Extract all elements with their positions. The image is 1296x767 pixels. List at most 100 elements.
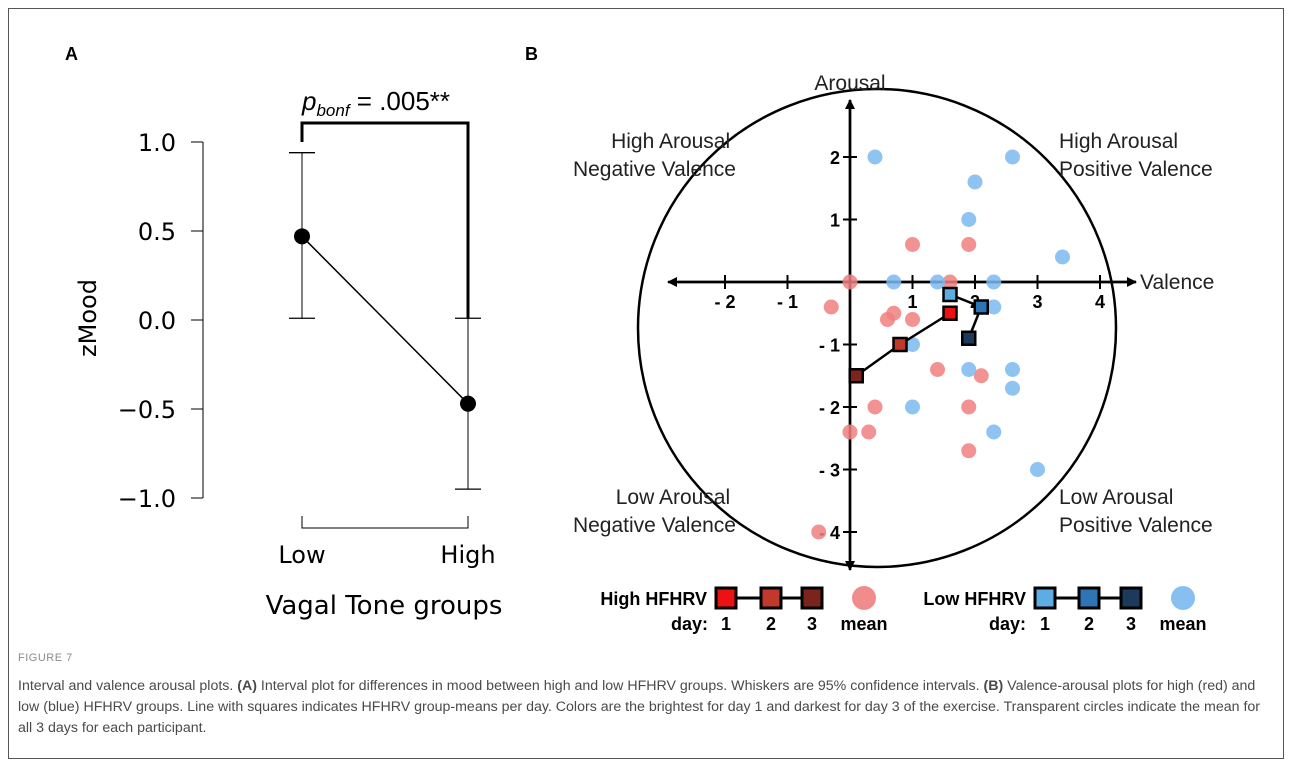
y-tick-label: −1.0 <box>118 485 176 513</box>
valence-tick-label: - 2 <box>714 292 735 312</box>
high-hfhrv-day-1-square <box>942 305 958 321</box>
arousal-tick-label: - 2 <box>819 398 840 418</box>
high-hfhrv-legend-day-2-label: 2 <box>766 614 776 634</box>
legend-high-swatches: 1 2 3 <box>714 586 876 634</box>
low-hfhrv-legend-mean-swatch <box>1171 586 1195 610</box>
legend-high-day-label: day: <box>671 614 708 634</box>
high-hfhrv-participant-point <box>823 299 839 315</box>
x-axis-label: Vagal Tone groups <box>266 591 503 621</box>
high-hfhrv-legend-day-3-swatch <box>800 586 824 610</box>
high-hfhrv-participant-point <box>842 274 858 290</box>
high-hfhrv-legend-day-1-label: 1 <box>721 614 731 634</box>
x-tick-label: Low <box>278 541 325 569</box>
high-hfhrv-legend-day-2-swatch <box>759 586 783 610</box>
high-hfhrv-legend-day-1-swatch <box>714 586 738 610</box>
low-hfhrv-legend-day-2-label: 2 <box>1084 614 1094 634</box>
low-hfhrv-participant-point <box>986 274 1002 290</box>
group-means-per-day <box>848 286 989 384</box>
low-hfhrv-participant-point <box>867 149 883 165</box>
low-hfhrv-day-2-square <box>973 299 989 315</box>
caption-text: Interval and valence arousal plots. (A) … <box>18 678 1261 736</box>
valence-tick-label: 3 <box>1032 292 1042 312</box>
low-hfhrv-participant-point <box>905 337 920 352</box>
valence-arousal-circle <box>636 87 1118 569</box>
low-hfhrv-legend-day-1-label: 1 <box>1040 614 1050 634</box>
significance-bracket <box>300 121 470 318</box>
high-hfhrv-participant-point <box>886 305 902 321</box>
high-hfhrv-participant-point <box>842 424 858 440</box>
y-tick-label: 0.5 <box>138 218 176 246</box>
figure-frame <box>8 8 1284 759</box>
panel-b: B Valence Arousal - 2- 1123421- 1- 2- 3-… <box>525 44 1214 634</box>
quadrant-label-bottom-right: Low Arousal Positive Valence <box>1059 486 1213 537</box>
low-hfhrv-participant-point <box>905 399 920 415</box>
group-mean-point <box>460 395 476 412</box>
legend-low-swatches: 1 2 3 <box>1033 586 1195 634</box>
legend-low-day-label: day: <box>989 614 1026 634</box>
low-hfhrv-participant-point <box>961 212 977 227</box>
arousal-tick-label: 2 <box>830 148 840 168</box>
high-hfhrv-participant-point <box>961 443 977 459</box>
low-hfhrv-participant-point <box>930 274 945 290</box>
high-hfhrv-participant-point <box>905 312 920 327</box>
legend-high-mean-label: mean <box>840 614 887 634</box>
low-hfhrv-day-3-square <box>961 330 977 346</box>
high-hfhrv-participant-point <box>973 368 989 384</box>
x-axis-bracket <box>301 516 469 529</box>
y-tick-label: −0.5 <box>118 396 176 424</box>
high-hfhrv-participant-point <box>905 237 920 252</box>
participant-means <box>811 149 1070 540</box>
low-hfhrv-legend-day-3-label: 3 <box>1126 614 1136 634</box>
panel-a: A pbonf = .005** 1.0 0.5 0.0 −0.5 −1.0 Low Hi… <box>65 44 502 621</box>
valence-axis-label: Valence <box>1140 271 1214 294</box>
valence-tick-label: - 1 <box>777 292 798 312</box>
high-hfhrv-day-3-square <box>848 368 864 384</box>
high-hfhrv-participant-point <box>861 424 877 440</box>
high-hfhrv-day-2-square <box>892 336 908 353</box>
low-hfhrv-legend-day-2-swatch <box>1077 586 1101 610</box>
low-hfhrv-legend-day-1-swatch <box>1033 586 1057 610</box>
group-mean-point <box>294 228 310 245</box>
y-axis-label: zMood <box>74 279 102 357</box>
figure-canvas: A pbonf = .005** 1.0 0.5 0.0 −0.5 −1.0 Low Hi… <box>65 44 1214 634</box>
figure-caption: FIGURE 7 Interval and valence arousal pl… <box>18 652 1268 739</box>
low-hfhrv-participant-point <box>1005 362 1020 377</box>
quadrant-label-bottom-left: Low Arousal Negative Valence <box>573 486 736 537</box>
low-hfhrv-participant-point <box>1030 462 1045 477</box>
figure-label: FIGURE 7 <box>18 652 73 664</box>
legend-low-label: Low HFHRV <box>923 589 1026 609</box>
arousal-axis-label: Arousal <box>814 72 885 95</box>
high-hfhrv-participant-point <box>961 399 977 415</box>
arousal-tick-label: - 1 <box>819 336 840 356</box>
valence-tick-label: 4 <box>1095 292 1105 312</box>
high-hfhrv-legend-day-3-label: 3 <box>807 614 817 634</box>
mean-connector-line <box>301 235 469 405</box>
arousal-tick-label: - 3 <box>819 461 840 481</box>
y-ticks: 1.0 0.5 0.0 −0.5 −1.0 <box>118 129 203 513</box>
high-hfhrv-participant-point <box>867 399 883 415</box>
quadrant-label-top-right: High Arousal Positive Valence <box>1059 130 1213 181</box>
low-hfhrv-participant-point <box>986 424 1002 440</box>
y-tick-label: 1.0 <box>138 129 176 157</box>
legend-low-mean-label: mean <box>1159 614 1206 634</box>
p-value-annotation: pbonf = .005** <box>301 86 450 120</box>
low-hfhrv-legend-day-3-swatch <box>1119 586 1143 610</box>
high-hfhrv-participant-point <box>930 362 945 377</box>
low-hfhrv-day-1-square <box>942 286 958 303</box>
interval-plot <box>289 152 481 490</box>
low-hfhrv-participant-point <box>1005 149 1020 165</box>
high-hfhrv-participant-point <box>942 274 958 290</box>
high-hfhrv-legend-mean-swatch <box>852 586 876 610</box>
x-tick-label: High <box>440 541 495 569</box>
high-hfhrv-participant-point <box>961 237 977 252</box>
low-hfhrv-participant-point <box>1005 380 1020 396</box>
low-hfhrv-participant-point <box>961 362 977 377</box>
legend-high-label: High HFHRV <box>600 589 707 609</box>
low-hfhrv-participant-point <box>886 274 902 290</box>
low-hfhrv-participant-point <box>967 174 983 190</box>
arousal-tick-label: 1 <box>830 211 840 231</box>
low-hfhrv-participant-point <box>986 299 1002 315</box>
valence-tick-label: 1 <box>907 292 917 312</box>
quadrant-label-top-left: High Arousal Negative Valence <box>573 130 736 181</box>
